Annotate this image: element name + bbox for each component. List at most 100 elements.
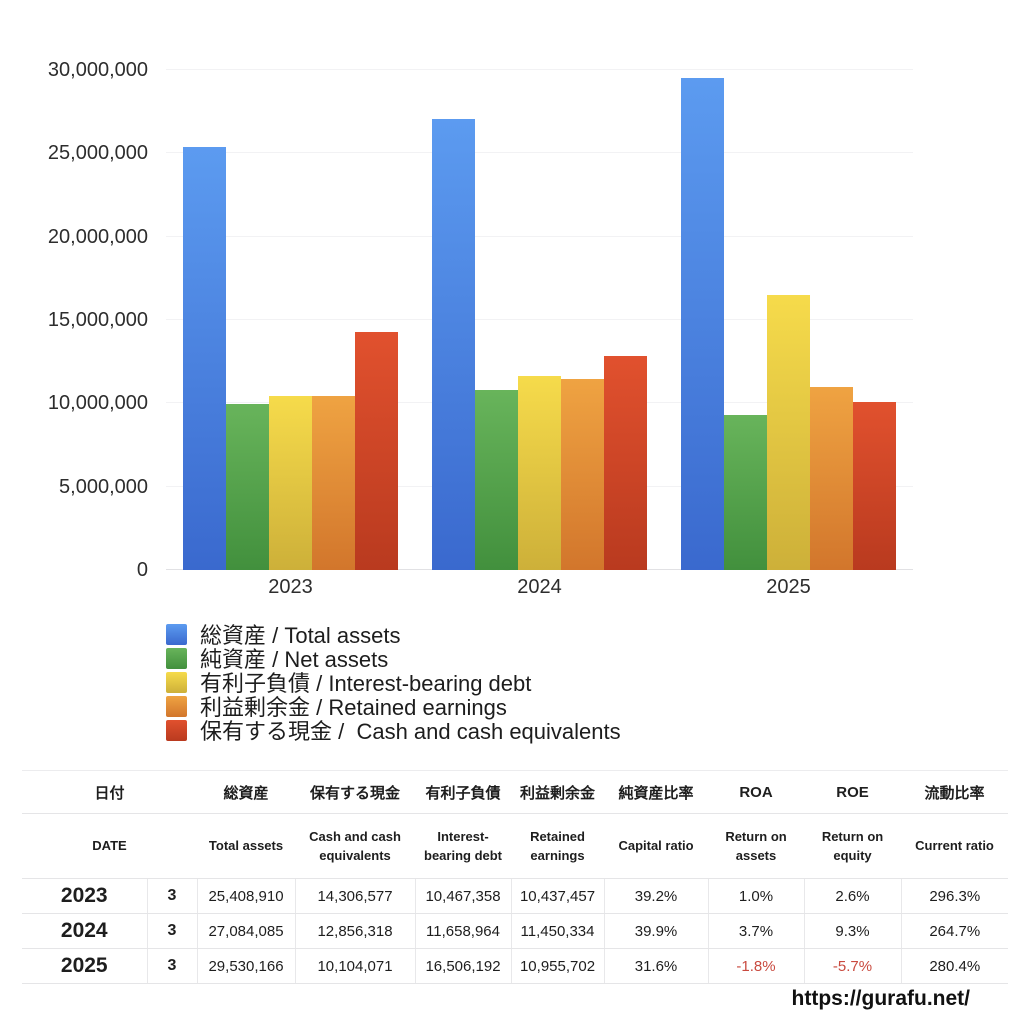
year-cell: 2024: [22, 913, 147, 949]
bar-retained_earnings-2024: [561, 379, 604, 570]
year-cell: 2023: [22, 878, 147, 914]
value-cell: 10,437,457: [510, 878, 605, 914]
y-axis-label: 20,000,000: [47, 225, 148, 248]
y-axis-label: 15,000,000: [47, 309, 148, 331]
y-axis-label: 10,000,000: [47, 392, 148, 415]
bar-cash_and_cash_equivalents-2023: [355, 331, 398, 570]
bar-chart: 0 5,000,000 10,000,000 15,000,000 20,000,000…: [47, 59, 913, 598]
month-cell: 3: [146, 913, 198, 949]
column-header-jp: ROE: [804, 770, 902, 814]
column-header-en: Interest-bearing debt: [415, 813, 512, 879]
gridline: [166, 69, 913, 70]
legend-label: 利益剰余金 / Retained earnings: [200, 695, 507, 720]
table-header-row-jp: 日付 総資産 保有する現金 有利子負債 利益剰余金 純資産比率 ROA ROE 流動比率: [22, 770, 1009, 814]
column-header-jp: 総資産: [197, 770, 296, 814]
column-header-jp: 有利子負債: [415, 770, 512, 814]
value-cell: 11,658,964: [414, 913, 512, 949]
value-cell: 16,506,192: [414, 948, 512, 984]
value-cell: 39.2%: [603, 878, 709, 914]
x-axis-label: 2024: [517, 576, 562, 598]
column-header-en: Cash and cash equivalents: [295, 813, 416, 879]
y-axis-label: 0: [136, 559, 148, 581]
value-cell: 10,955,702: [510, 948, 605, 984]
legend-item: 総資産 / Total assets: [166, 622, 621, 648]
value-cell: 39.9%: [603, 913, 709, 949]
bar-cash_and_cash_equivalents-2024: [604, 355, 647, 570]
legend-swatch-total_assets: [166, 623, 187, 645]
table-header-row-en: DATE Total assets Cash and cash equivalent…: [22, 813, 1009, 879]
value-cell: 10,104,071: [294, 948, 416, 984]
column-header-en: Return on assets: [708, 813, 805, 879]
legend-swatch-retained_earnings: [166, 695, 187, 717]
column-header-jp: ROA: [708, 770, 805, 814]
legend-item: 利益剰余金 / Retained earnings: [166, 694, 621, 720]
gridline: [166, 319, 913, 320]
site-url: https://gurafu.net/: [791, 987, 970, 1010]
legend-label: 保有する現金 / Cash and cash equivalents: [200, 719, 621, 744]
value-cell: 12,856,318: [294, 913, 416, 949]
value-cell: 31.6%: [603, 948, 709, 984]
y-axis-label: 30,000,000: [47, 59, 148, 81]
value-cell: -5.7%: [803, 948, 902, 984]
month-cell: 3: [146, 948, 198, 984]
value-cell: 264.7%: [900, 913, 1009, 949]
value-cell: 25,408,910: [196, 878, 296, 914]
column-header-en: Retained earnings: [511, 813, 605, 879]
year-cell: 2025: [22, 948, 147, 984]
bar-retained_earnings-2025: [810, 387, 853, 570]
column-header-jp: 日付: [22, 770, 198, 814]
column-header-jp: 純資産比率: [604, 770, 709, 814]
legend-swatch-net_assets: [166, 647, 187, 669]
value-cell: 11,450,334: [510, 913, 605, 949]
column-header-en: DATE: [22, 813, 198, 879]
table-row: 2025 3 29,530,166 10,104,071 16,506,192 10,95…: [22, 948, 1009, 984]
legend-item: 有利子負債 / Interest-bearing debt: [166, 670, 621, 696]
x-axis-label: 2023: [268, 576, 313, 598]
month-cell: 3: [146, 878, 198, 914]
bar-interest_bearing_debt-2025: [767, 294, 810, 570]
value-cell: 10,467,358: [414, 878, 512, 914]
value-cell: 280.4%: [900, 948, 1009, 984]
column-header-en: Current ratio: [901, 813, 1009, 879]
gridline: [166, 235, 913, 237]
table-row: 2023 3 25,408,910 14,306,577 10,467,358 10,43…: [22, 878, 1009, 914]
legend-label: 有利子負債 / Interest-bearing debt: [200, 671, 532, 696]
column-header-jp: 流動比率: [901, 770, 1009, 814]
legend-label: 総資産 / Total assets: [200, 623, 401, 648]
y-axis-label: 25,000,000: [47, 142, 148, 165]
value-cell: 27,084,085: [196, 913, 296, 949]
legend-label: 純資産 / Net assets: [200, 647, 389, 672]
bar-cash_and_cash_equivalents-2025: [853, 401, 896, 570]
bar-total_assets-2024: [432, 118, 475, 570]
value-cell: 9.3%: [803, 913, 902, 949]
value-cell: 3.7%: [707, 913, 805, 949]
table-row: 2024 3 27,084,085 12,856,318 11,658,964 11,45…: [22, 913, 1009, 949]
bar-interest_bearing_debt-2023: [269, 395, 312, 570]
value-cell: 1.0%: [707, 878, 805, 914]
x-axis-label: 2025: [766, 576, 811, 598]
column-header-en: Capital ratio: [604, 813, 709, 879]
legend-swatch-cash_and_cash_equivalents: [166, 719, 187, 741]
column-header-jp: 利益剰余金: [511, 770, 605, 814]
legend-item: 純資産 / Net assets: [166, 646, 621, 672]
column-header-jp: 保有する現金: [295, 770, 416, 814]
value-cell: 14,306,577: [294, 878, 416, 914]
value-cell: -1.8%: [707, 948, 805, 984]
gridline: [166, 152, 913, 154]
legend-item: 保有する現金 / Cash and cash equivalents: [166, 718, 621, 744]
bar-total_assets-2023: [183, 146, 226, 570]
value-cell: 29,530,166: [196, 948, 296, 984]
bar-retained_earnings-2023: [312, 396, 355, 570]
column-header-en: Total assets: [197, 813, 296, 879]
value-cell: 296.3%: [900, 878, 1009, 914]
legend: 総資産 / Total assets 純資産 / Net assets 有利子負債 …: [166, 622, 621, 744]
bar-net_assets-2025: [724, 414, 767, 570]
value-cell: 2.6%: [803, 878, 902, 914]
y-axis-label: 5,000,000: [59, 475, 148, 498]
legend-swatch-interest_bearing_debt: [166, 671, 187, 693]
financial-table: 日付 総資産 保有する現金 有利子負債 利益剰余金 純資産比率 ROA ROE 流動比率 DATE…: [22, 770, 1009, 984]
column-header-en: Return on equity: [804, 813, 902, 879]
bar-net_assets-2023: [226, 404, 269, 570]
bar-net_assets-2024: [475, 389, 518, 570]
